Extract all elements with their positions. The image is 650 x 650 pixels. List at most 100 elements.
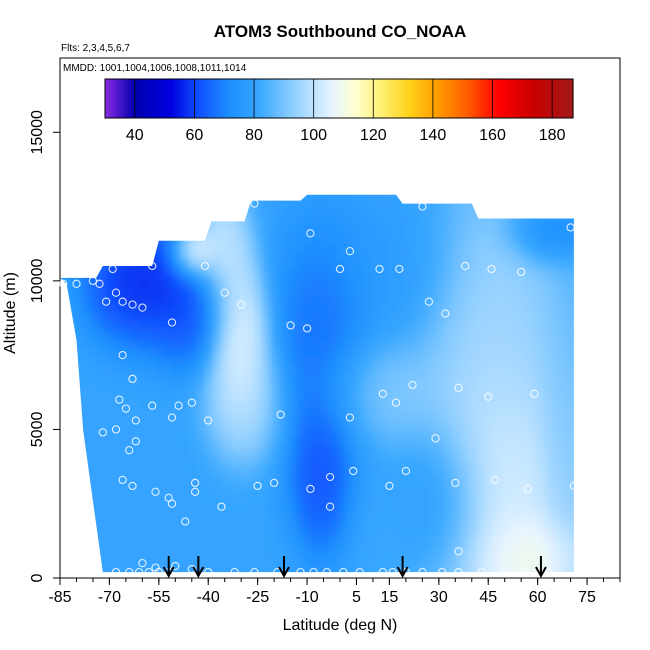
y-tick-label: 10000 (29, 259, 46, 304)
field-cell (254, 347, 264, 356)
field-cell (237, 347, 247, 356)
field-cell (303, 555, 313, 564)
field-cell (526, 429, 536, 438)
colorbar-cell (341, 79, 346, 118)
field-cell (229, 422, 239, 431)
field-cell (394, 318, 404, 327)
field-cell (484, 251, 494, 260)
colorbar-cell (315, 79, 320, 118)
field-cell (476, 332, 486, 342)
field-cell (237, 481, 247, 490)
field-cell (295, 258, 305, 267)
field-cell (163, 444, 173, 453)
field-cell (353, 295, 363, 304)
field-cell (369, 221, 379, 230)
field-cell (509, 407, 519, 416)
field-cell (353, 496, 363, 505)
field-cell (320, 273, 330, 282)
x-tick-label: 5 (352, 589, 361, 606)
field-cell (336, 422, 346, 431)
field-cell (114, 370, 124, 379)
field-cell (328, 206, 338, 215)
field-cell (254, 362, 264, 371)
field-cell (427, 548, 437, 557)
field-cell (419, 243, 429, 252)
field-cell (559, 228, 569, 238)
colorbar-cell (450, 79, 454, 118)
field-cell (419, 228, 429, 238)
field-cell (353, 459, 363, 468)
field-cell (221, 548, 231, 557)
field-cell (526, 503, 536, 512)
field-cell (484, 340, 494, 349)
field-cell (221, 496, 231, 505)
field-cell (460, 496, 470, 505)
field-cell (204, 347, 214, 356)
field-cell (419, 548, 429, 557)
field-cell (237, 288, 247, 297)
sample-point (59, 279, 68, 288)
field-cell (509, 563, 519, 572)
field-cell (155, 295, 165, 304)
sample-point (345, 246, 355, 256)
field-cell (559, 295, 569, 304)
field-cell (567, 288, 574, 297)
field-cell (443, 251, 453, 260)
field-cell (509, 533, 519, 542)
sample-point (108, 264, 117, 274)
field-cell (344, 347, 354, 356)
field-cell (435, 310, 445, 319)
field-cell (213, 332, 223, 342)
field-cell (270, 570, 280, 573)
field-cell (204, 303, 214, 312)
field-cell (534, 414, 544, 423)
field-cell (312, 377, 321, 386)
field-cell (435, 332, 445, 342)
field-cell (155, 288, 165, 297)
field-cell (270, 206, 280, 215)
field-cell (237, 362, 247, 371)
field-cell (386, 414, 396, 423)
field-cell (394, 540, 404, 550)
field-cell (73, 280, 83, 290)
field-cell (89, 295, 99, 304)
field-cell (394, 340, 404, 349)
sample-point (200, 261, 210, 271)
field-cell (139, 384, 149, 394)
field-cell (526, 370, 536, 379)
field-cell (361, 570, 371, 573)
field-cell (262, 280, 272, 290)
colorbar-cell (438, 79, 442, 118)
field-cell (163, 481, 173, 490)
field-cell (509, 243, 519, 252)
field-cell (493, 377, 503, 386)
colorbar: 40 60 80 100 120 140 160 180 (104, 78, 574, 144)
field-cell (443, 436, 453, 446)
field-cell (262, 258, 272, 267)
field-cell (460, 399, 470, 408)
sample-point (118, 297, 127, 306)
field-cell (312, 444, 321, 453)
field-cell (468, 332, 478, 342)
field-cell (484, 228, 494, 238)
field-cell (550, 236, 560, 245)
field-cell (196, 444, 206, 453)
field-cell (493, 414, 503, 423)
field-cell (501, 340, 511, 349)
field-cell (567, 496, 574, 505)
field-cell (559, 340, 569, 349)
field-cell (320, 370, 330, 379)
field-cell (180, 266, 190, 275)
field-cell (254, 481, 264, 490)
field-cell (443, 459, 453, 468)
field-cell (221, 355, 231, 364)
field-cell (468, 214, 478, 223)
field-cell (476, 570, 486, 573)
field-cell (394, 236, 404, 245)
colorbar-cell (543, 79, 548, 118)
field-cell (221, 526, 231, 535)
field-cell (377, 325, 387, 334)
field-cell (517, 399, 527, 408)
field-cell (517, 474, 527, 483)
field-cell (229, 273, 239, 282)
